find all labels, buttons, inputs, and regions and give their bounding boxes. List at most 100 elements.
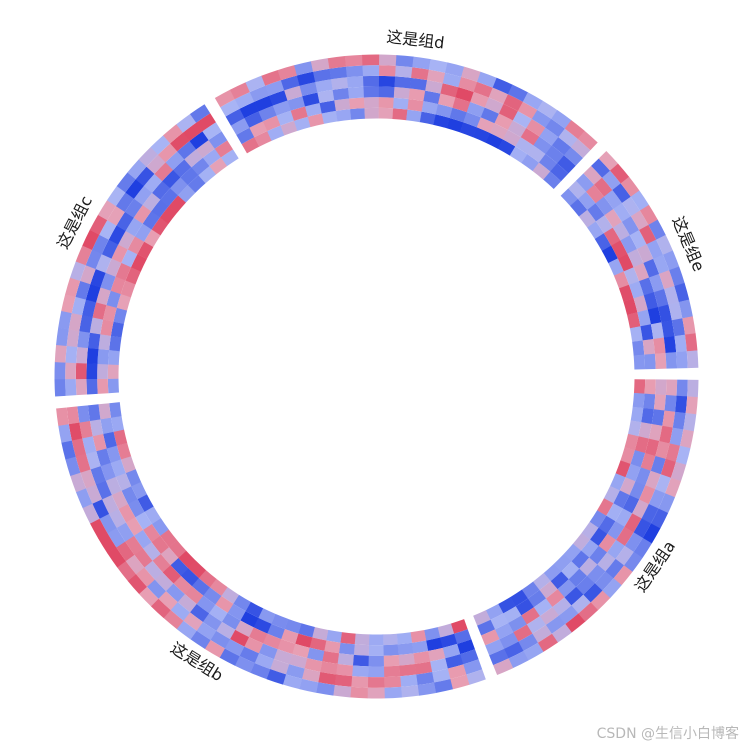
heatmap-cell [490, 613, 509, 630]
sector-label-3: 这是组d [385, 27, 445, 53]
heatmap-cell [298, 623, 315, 638]
heatmap-cell [267, 125, 285, 141]
heatmap-cell [648, 219, 666, 240]
heatmap-cell [198, 165, 217, 184]
heatmap-cell [103, 304, 117, 322]
heatmap-cell [606, 503, 623, 522]
heatmap-cell [66, 406, 80, 425]
heatmap-cell [106, 185, 126, 207]
heatmap-cell [76, 346, 88, 364]
heatmap-cell [533, 136, 553, 155]
heatmap-cell [552, 597, 572, 616]
heatmap-cell [450, 674, 470, 690]
heatmap-cell [532, 162, 551, 180]
heatmap-cell [394, 76, 412, 89]
heatmap-cell [120, 280, 136, 298]
heatmap-cell [116, 172, 136, 193]
heatmap-cell [578, 209, 596, 228]
heatmap-cell [313, 68, 332, 83]
heatmap-cell [521, 607, 540, 625]
heatmap-cell [266, 669, 287, 685]
heatmap-cell [446, 117, 464, 133]
heatmap-cell [254, 130, 272, 147]
heatmap-cell [158, 590, 178, 611]
heatmap-cell [615, 545, 634, 566]
heatmap-cell [642, 338, 655, 355]
heatmap-cell [633, 354, 646, 370]
heatmap-cell [208, 604, 228, 622]
heatmap-cell [466, 102, 485, 118]
heatmap-cell [440, 83, 459, 98]
heatmap-cell [624, 513, 642, 533]
heatmap-cell [659, 425, 673, 444]
heatmap-cell [296, 71, 316, 86]
heatmap-cell [137, 494, 154, 512]
heatmap-cell [431, 668, 451, 683]
heatmap-cell [98, 334, 111, 351]
heatmap-cell [170, 601, 191, 621]
heatmap-cell [445, 62, 465, 77]
heatmap-cell [579, 557, 598, 577]
heatmap-cell [116, 211, 134, 232]
heatmap-cell [597, 498, 614, 516]
heatmap-cell [523, 642, 544, 661]
heatmap-cell [265, 80, 285, 96]
heatmap-cell [397, 642, 414, 655]
heatmap-cell [160, 188, 179, 207]
heatmap-cell [106, 445, 121, 463]
heatmap-cell [277, 638, 296, 654]
heatmap-cell [400, 685, 420, 698]
heatmap-cell [602, 170, 621, 191]
heatmap-cell [603, 190, 623, 210]
heatmap-cell [392, 108, 408, 121]
heatmap-cell [494, 622, 514, 640]
heatmap-cell [198, 569, 217, 588]
heatmap-cell [543, 171, 562, 190]
heatmap-cell [561, 561, 580, 580]
heatmap-cell [98, 403, 112, 420]
heatmap-cell [515, 598, 534, 616]
heatmap-cell [239, 101, 259, 119]
heatmap-cell [235, 620, 254, 637]
heatmap-cell [106, 290, 121, 308]
heatmap-cell [650, 508, 669, 529]
heatmap-cell [551, 623, 572, 643]
heatmap-cell [92, 433, 107, 452]
heatmap-cell [258, 608, 276, 624]
heatmap-cell [367, 687, 385, 699]
heatmap-cell [54, 344, 67, 363]
heatmap-cell [209, 578, 228, 596]
heatmap-cell [598, 150, 619, 171]
heatmap-cell [539, 607, 559, 626]
heatmap-cell [340, 632, 356, 645]
heatmap-cell [621, 196, 641, 217]
heatmap-cell [115, 472, 132, 491]
heatmap-cell [435, 104, 453, 119]
heatmap-cell [319, 100, 337, 114]
heatmap-cell [75, 362, 87, 380]
heatmap-cell [645, 470, 661, 490]
heatmap-cell [603, 485, 620, 504]
heatmap-cell [473, 81, 493, 98]
heatmap-cell [411, 640, 429, 654]
heatmap-cell [82, 435, 97, 455]
heatmap-cell [335, 109, 352, 122]
heatmap-cell [304, 658, 323, 672]
heatmap-cell [591, 158, 611, 178]
heatmap-cell [87, 332, 101, 350]
heatmap-cell [595, 215, 613, 234]
heatmap-cell [378, 107, 394, 120]
heatmap-cell [131, 481, 148, 500]
heatmap-cell [125, 535, 144, 555]
heatmap-cell [610, 473, 626, 491]
heatmap-cell [280, 628, 299, 644]
heatmap-cell [507, 84, 529, 102]
heatmap-cell [630, 190, 650, 211]
heatmap-cell [352, 654, 369, 667]
heatmap-cell [344, 54, 363, 67]
heatmap-cell [687, 379, 699, 398]
heatmap-cell [273, 649, 293, 665]
heatmap-cell [639, 204, 658, 226]
heatmap-cell [183, 612, 203, 631]
heatmap-cell [293, 116, 311, 131]
